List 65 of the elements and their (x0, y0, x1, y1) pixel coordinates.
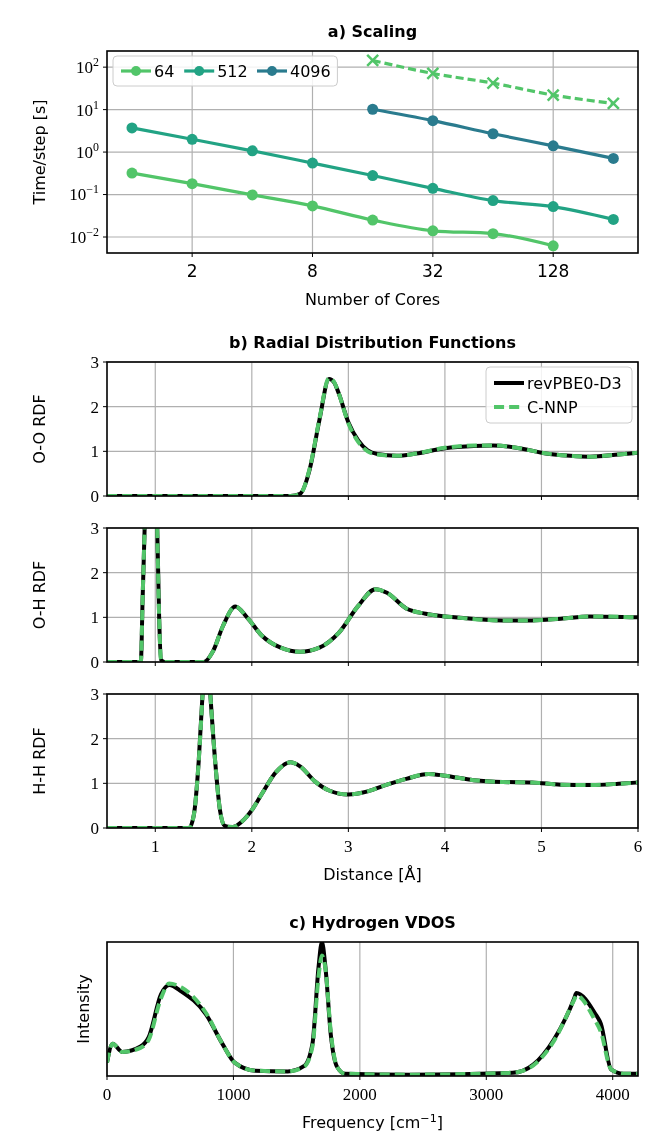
y-tick-label: 2 (90, 729, 99, 749)
point (307, 157, 318, 169)
point (186, 178, 198, 190)
x-tick-label: 6 (633, 837, 643, 856)
y-tick-label: 2 (90, 397, 99, 417)
y-tick-label: 10$^{1}$ (76, 97, 100, 120)
legend-label: C-NNP (527, 397, 578, 417)
point (487, 228, 499, 240)
x-tick-label: 2 (247, 837, 257, 856)
chart-title: b) Radial Distribution Functions (229, 333, 516, 352)
y-tick-label: 10$^{−2}$ (69, 224, 100, 247)
x-axis-title: Number of Cores (304, 290, 441, 309)
point (126, 122, 138, 134)
y-tick-label: 1 (90, 608, 99, 628)
legend-label: 64 (154, 61, 175, 81)
y-tick-label: 3 (90, 518, 99, 538)
y-axis-title: O-H RDF (30, 560, 49, 630)
x-axis-title: Frequency [cm$^{−1}$] (301, 1111, 444, 1132)
y-tick-label: 3 (90, 684, 99, 704)
y-axis-title: O-O RDF (30, 394, 49, 464)
point (186, 133, 198, 145)
y-axis-title: Intensity (74, 974, 93, 1044)
y-tick-label: 0 (90, 652, 99, 672)
y-tick-label: 10$^{0}$ (76, 140, 100, 163)
point (307, 200, 318, 212)
x-tick-label: 1 (151, 837, 160, 856)
point (607, 213, 619, 225)
y-tick-label: 2 (90, 563, 99, 583)
point (126, 167, 138, 179)
legend-label: 4096 (290, 61, 331, 81)
y-axis-title: H-H RDF (30, 727, 49, 795)
x-tick-label: 0 (102, 1085, 112, 1104)
point (246, 145, 258, 157)
point (487, 195, 499, 207)
x-tick-label: 2 (186, 261, 198, 281)
x-tick-label: 32 (422, 261, 444, 281)
y-tick-label: 0 (90, 818, 99, 838)
point (547, 201, 559, 213)
y-axis-title: Time/step [s] (30, 99, 49, 206)
point (246, 189, 258, 201)
x-tick-label: 3 (344, 837, 353, 856)
y-tick-label: 3 (90, 352, 99, 372)
x-tick-label: 3000 (469, 1085, 504, 1104)
x-tick-label: 4000 (595, 1085, 630, 1104)
x-tick-label: 2000 (342, 1085, 377, 1104)
y-tick-label: 10$^{−1}$ (69, 182, 100, 205)
x-tick-label: 128 (536, 261, 570, 281)
point (367, 214, 379, 226)
x-tick-label: 8 (307, 261, 318, 281)
x-tick-label: 5 (537, 837, 546, 856)
x-tick-label: 1000 (216, 1085, 251, 1104)
y-tick-label: 1 (90, 442, 99, 462)
chart-title: a) Scaling (327, 22, 418, 41)
point (367, 170, 379, 182)
legend-label: 512 (217, 61, 248, 81)
legend-label: revPBE0-D3 (527, 373, 622, 393)
chart-title: c) Hydrogen VDOS (289, 913, 456, 932)
y-tick-label: 1 (90, 774, 99, 794)
point (427, 225, 439, 237)
y-tick-label: 10$^{2}$ (76, 55, 100, 78)
x-axis-title: Distance [Å] (323, 865, 422, 884)
point (547, 240, 559, 252)
point (427, 182, 439, 194)
x-tick-label: 4 (440, 837, 450, 856)
y-tick-label: 0 (90, 486, 99, 506)
